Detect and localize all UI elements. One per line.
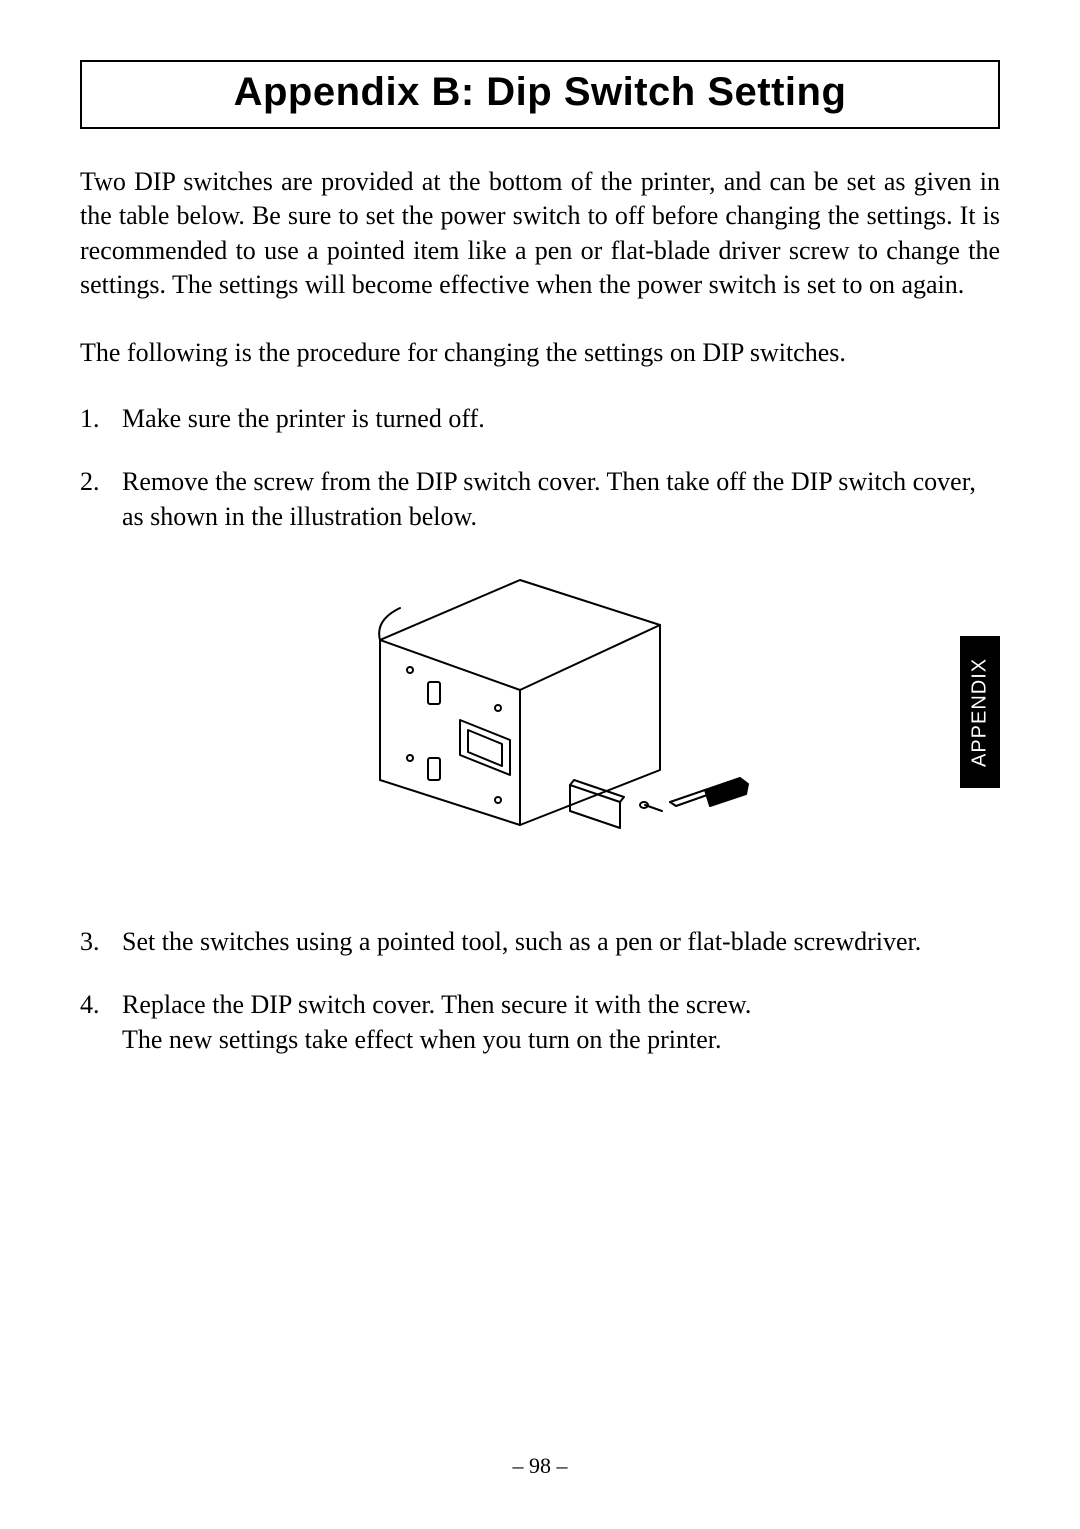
step-3: 3. Set the switches using a pointed tool… xyxy=(80,924,1000,959)
step-number: 1. xyxy=(80,401,122,436)
page-number: – 98 – xyxy=(0,1453,1080,1479)
document-page: Appendix B: Dip Switch Setting Two DIP s… xyxy=(0,0,1080,1529)
step-number: 4. xyxy=(80,987,122,1057)
step-text: Remove the screw from the DIP switch cov… xyxy=(122,464,1000,534)
procedure-list-continued: 3. Set the switches using a pointed tool… xyxy=(80,924,1000,1057)
step-text: Replace the DIP switch cover. Then secur… xyxy=(122,987,1000,1057)
appendix-side-tab: APPENDIX xyxy=(960,636,1000,788)
procedure-list: 1. Make sure the printer is turned off. … xyxy=(80,401,1000,534)
step-text: Make sure the printer is turned off. xyxy=(122,401,1000,436)
page-title: Appendix B: Dip Switch Setting xyxy=(82,70,998,115)
step-text: Set the switches using a pointed tool, s… xyxy=(122,924,1000,959)
step-1: 1. Make sure the printer is turned off. xyxy=(80,401,1000,436)
printer-line-drawing-icon xyxy=(310,570,770,870)
step-number: 2. xyxy=(80,464,122,534)
step-4-line-2: The new settings take effect when you tu… xyxy=(122,1025,722,1054)
title-box: Appendix B: Dip Switch Setting xyxy=(80,60,1000,129)
step-4: 4. Replace the DIP switch cover. Then se… xyxy=(80,987,1000,1057)
step-number: 3. xyxy=(80,924,122,959)
intro-paragraph: Two DIP switches are provided at the bot… xyxy=(80,165,1000,302)
step-2: 2. Remove the screw from the DIP switch … xyxy=(80,464,1000,534)
step-4-line-1: Replace the DIP switch cover. Then secur… xyxy=(122,990,751,1019)
dip-switch-illustration xyxy=(80,570,1000,870)
lead-paragraph: The following is the procedure for chang… xyxy=(80,336,1000,370)
